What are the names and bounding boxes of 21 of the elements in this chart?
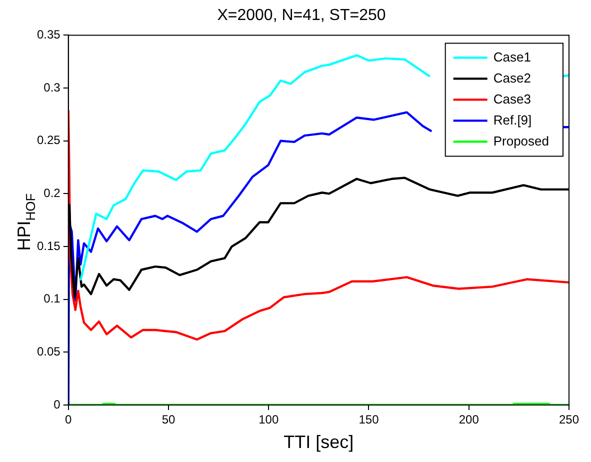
y-tick-label: 0.35 <box>36 28 61 42</box>
x-tick-label: 100 <box>258 412 279 427</box>
y-tick-label: 0.25 <box>36 133 61 148</box>
legend-label: Case1 <box>493 49 531 64</box>
y-tick-label: 0.3 <box>44 80 61 94</box>
x-tick-label: 200 <box>458 412 480 427</box>
x-tick-label: 50 <box>162 412 176 427</box>
y-tick-label: 0 <box>54 397 61 412</box>
y-tick-label: 0.1 <box>44 292 61 306</box>
legend-label: Ref.[9] <box>493 112 532 128</box>
y-tick-label: 0.2 <box>44 186 61 200</box>
legend-label: Proposed <box>493 133 550 148</box>
x-tick-label: 150 <box>358 412 380 427</box>
x-tick-label: 0 <box>65 412 72 427</box>
x-axis-title: TTI [sec] <box>284 432 354 452</box>
legend-label: Case3 <box>493 91 531 106</box>
chart-title: X=2000, N=41, ST=250 <box>217 7 386 24</box>
y-tick-label: 0.15 <box>36 238 61 253</box>
legend-label: Case2 <box>493 70 531 86</box>
x-tick-label: 250 <box>558 412 580 427</box>
y-tick-label: 0.05 <box>36 344 61 358</box>
